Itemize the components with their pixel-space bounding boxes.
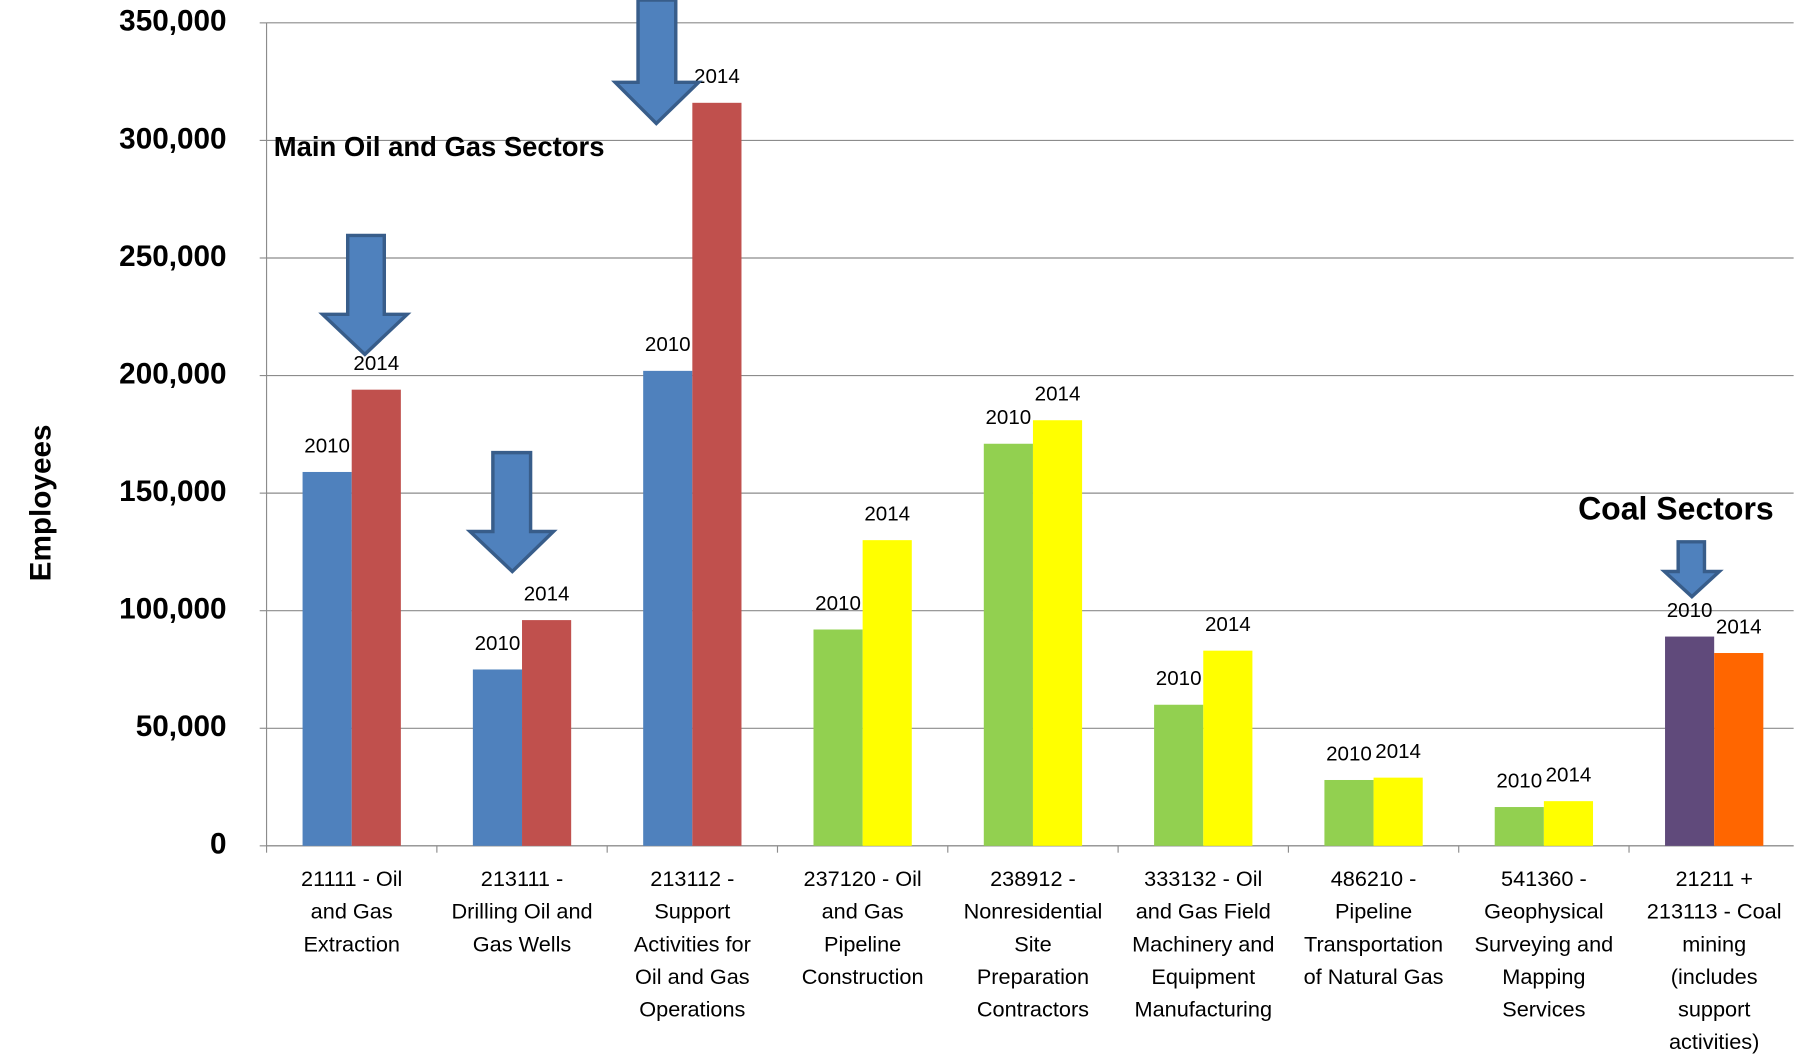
bar xyxy=(1324,779,1374,846)
data-label: 2014 xyxy=(694,65,740,88)
x-tick-label: 541360 -Geophysical Surveying and Mapping S… xyxy=(1474,866,1613,1021)
data-label: 2010 xyxy=(1496,769,1542,792)
data-label: 2010 xyxy=(985,406,1031,429)
data-label: 2014 xyxy=(1375,740,1421,763)
bar xyxy=(472,669,523,846)
data-label: 2010 xyxy=(304,434,350,457)
bar xyxy=(1494,807,1544,846)
arrow xyxy=(465,450,558,574)
y-tick-label: 100,000 xyxy=(119,593,226,626)
data-label: 2010 xyxy=(815,592,861,615)
x-tick-label: 486210 -Pipeline Transportation of Natural… xyxy=(1304,866,1444,989)
bar xyxy=(862,540,912,846)
arrows xyxy=(318,0,1724,599)
y-tick-label: 50,000 xyxy=(136,710,227,743)
data-label: 2014 xyxy=(1546,763,1592,786)
bar xyxy=(1203,650,1253,846)
bar xyxy=(1373,777,1423,846)
annotation: Coal Sectors xyxy=(1578,490,1774,526)
x-tick-label: 238912 -Nonresidential Site Preparation Con… xyxy=(964,866,1103,1021)
bar xyxy=(351,389,401,846)
x-tick-label: 21211 +213113 - Coal mining (includes suppo… xyxy=(1647,866,1782,1054)
bar xyxy=(522,620,572,846)
data-label: 2014 xyxy=(864,502,910,525)
arrow xyxy=(318,233,412,357)
bar xyxy=(1032,420,1083,846)
bar xyxy=(643,370,693,846)
data-label: 2010 xyxy=(1667,599,1713,622)
bar xyxy=(1543,801,1594,846)
bar xyxy=(1665,636,1715,846)
bar xyxy=(692,102,742,846)
bar xyxy=(302,471,352,846)
y-tick-label: 200,000 xyxy=(119,357,226,390)
bar xyxy=(1714,653,1764,846)
y-tick-label: 350,000 xyxy=(119,5,226,38)
data-label: 2014 xyxy=(524,582,570,605)
x-tick-label: 213111 -Drilling Oil and Gas Wells xyxy=(451,866,592,956)
data-label: 2014 xyxy=(1035,383,1081,406)
y-tick-label: 150,000 xyxy=(119,475,226,508)
x-tick-label: 21111 - Oil and Gas Extraction xyxy=(301,866,402,956)
bar xyxy=(1154,704,1204,846)
data-label: 2010 xyxy=(1326,742,1372,765)
arrow xyxy=(1660,540,1724,599)
y-tick-label: 0 xyxy=(210,828,227,861)
bar xyxy=(983,443,1033,846)
data-label: 2010 xyxy=(1156,667,1202,690)
annotation: Main Oil and Gas Sectors xyxy=(274,131,605,162)
data-label: 2014 xyxy=(1716,615,1762,638)
y-axis-label: Employees xyxy=(24,425,57,582)
data-label: 2010 xyxy=(645,333,691,356)
data-label: 2014 xyxy=(353,352,399,375)
bar xyxy=(813,629,863,846)
x-tick-label: 237120 - Oil and Gas Pipeline Construction xyxy=(802,866,924,989)
data-label: 2010 xyxy=(475,632,521,655)
arrow xyxy=(611,0,703,126)
y-tick-label: 250,000 xyxy=(119,240,226,273)
x-tick-label: 333132 - Oil and Gas Field Machinery and Eq… xyxy=(1132,866,1274,1021)
data-label: 2014 xyxy=(1205,613,1251,636)
x-tick-label: 213112 -Support Activities for Oil and Gas… xyxy=(634,866,751,1021)
plot: 0 50,000 100,000 150,000 200,000 250,000 300,0… xyxy=(119,5,1794,1054)
y-tick-label: 300,000 xyxy=(119,122,226,155)
